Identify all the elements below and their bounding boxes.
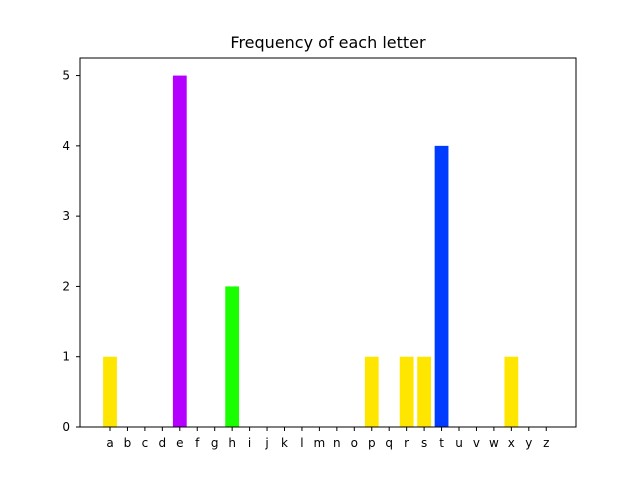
x-tick-label-h: h bbox=[228, 436, 236, 450]
x-tick-label-v: v bbox=[473, 436, 480, 450]
x-tick-label-n: n bbox=[333, 436, 341, 450]
x-tick-label-o: o bbox=[351, 436, 358, 450]
x-tick-label-z: z bbox=[543, 436, 549, 450]
x-tick-label-w: w bbox=[489, 436, 499, 450]
x-tick-label-q: q bbox=[385, 436, 393, 450]
y-tick-label-5: 5 bbox=[62, 69, 70, 83]
bar-e bbox=[172, 75, 187, 427]
x-tick-label-i: i bbox=[248, 436, 251, 450]
bars-layer bbox=[103, 75, 519, 428]
x-tick-label-t: t bbox=[439, 436, 444, 450]
bar-p bbox=[364, 356, 379, 427]
bar-x bbox=[504, 356, 519, 427]
bar-a bbox=[103, 356, 117, 427]
x-tick-label-a: a bbox=[106, 436, 113, 450]
y-tick-label-0: 0 bbox=[62, 420, 70, 434]
y-tick-label-2: 2 bbox=[62, 279, 70, 293]
x-tick-label-p: p bbox=[368, 436, 376, 450]
plot-frame bbox=[79, 57, 577, 428]
y-tick-label-4: 4 bbox=[62, 139, 70, 153]
x-tick-label-s: s bbox=[421, 436, 427, 450]
y-tick-label-1: 1 bbox=[62, 350, 70, 364]
bar-h bbox=[225, 286, 240, 427]
x-tick-label-u: u bbox=[455, 436, 463, 450]
x-tick-label-d: d bbox=[159, 436, 167, 450]
x-tick-label-l: l bbox=[300, 436, 303, 450]
x-tick-label-c: c bbox=[142, 436, 149, 450]
bar-t bbox=[434, 145, 449, 428]
x-tick-label-e: e bbox=[176, 436, 183, 450]
x-tick-label-m: m bbox=[314, 436, 326, 450]
x-tick-label-f: f bbox=[195, 436, 200, 450]
x-tick-label-k: k bbox=[281, 436, 288, 450]
x-tick-label-b: b bbox=[124, 436, 132, 450]
chart-title: Frequency of each letter bbox=[230, 33, 426, 52]
x-tick-label-r: r bbox=[404, 436, 409, 450]
x-tick-label-j: j bbox=[264, 436, 268, 450]
bar-s bbox=[417, 356, 431, 427]
bar-r bbox=[399, 356, 414, 427]
y-tick-label-3: 3 bbox=[62, 209, 70, 223]
y-axis: 0 1 2 3 4 5 bbox=[62, 69, 80, 434]
x-tick-label-x: x bbox=[508, 436, 515, 450]
x-tick-label-g: g bbox=[211, 436, 219, 450]
x-tick-label-y: y bbox=[525, 436, 532, 450]
